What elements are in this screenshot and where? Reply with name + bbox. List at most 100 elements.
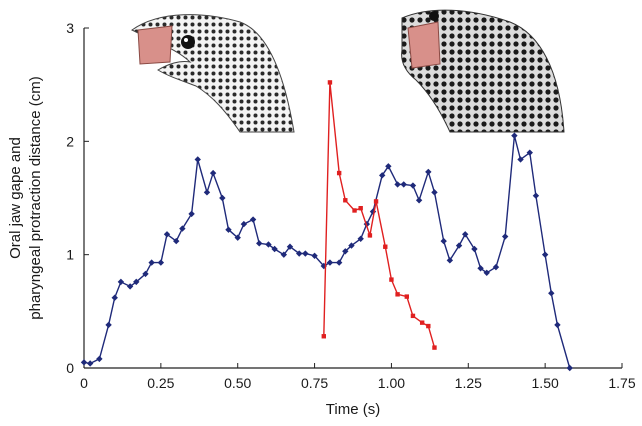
data-point xyxy=(280,251,288,258)
series-layer xyxy=(80,80,573,372)
series-line xyxy=(83,135,571,369)
data-point xyxy=(286,243,294,250)
data-point xyxy=(265,241,272,248)
data-point xyxy=(385,163,392,170)
data-point xyxy=(348,242,355,249)
data-point xyxy=(209,169,217,177)
data-point xyxy=(426,323,431,329)
data-point xyxy=(311,252,318,259)
data-point xyxy=(188,210,195,218)
data-point xyxy=(96,355,103,363)
x-tick-label: 0.50 xyxy=(224,375,251,391)
data-point xyxy=(455,242,463,249)
data-point xyxy=(373,199,379,204)
y-tick-label: 2 xyxy=(66,133,74,149)
data-point xyxy=(425,168,432,176)
y-axis-title-line-1: Oral jaw gape and xyxy=(7,137,24,259)
axes xyxy=(83,28,622,369)
data-point xyxy=(541,251,549,258)
y-tick-label: 3 xyxy=(66,20,74,36)
series-line xyxy=(323,82,436,348)
data-point xyxy=(492,263,500,271)
data-point xyxy=(511,132,518,139)
data-point xyxy=(471,245,478,253)
data-point xyxy=(194,156,201,163)
data-point xyxy=(404,294,409,299)
data-point xyxy=(256,240,263,247)
series-0 xyxy=(80,132,573,372)
data-point xyxy=(203,189,211,196)
x-tick-label: 1.50 xyxy=(532,375,559,391)
data-point xyxy=(446,257,454,264)
data-point xyxy=(271,245,278,253)
data-point xyxy=(409,182,417,189)
data-point xyxy=(326,259,334,266)
data-point xyxy=(395,292,400,297)
data-point xyxy=(501,233,509,240)
y-tick-label: 1 xyxy=(66,247,74,263)
data-point xyxy=(432,345,437,350)
data-point xyxy=(440,237,447,245)
y-tick-label: 0 xyxy=(66,360,74,376)
data-point xyxy=(548,290,555,297)
data-point xyxy=(157,259,165,266)
data-point xyxy=(105,321,112,329)
data-point xyxy=(566,364,573,372)
data-point xyxy=(462,231,469,238)
data-point xyxy=(179,225,186,232)
data-point xyxy=(357,235,364,242)
y-axis-title-line-2: pharyngeal protraction distance (cm) xyxy=(27,76,44,319)
data-point xyxy=(173,237,180,245)
data-point xyxy=(554,321,561,329)
data-point xyxy=(410,313,416,319)
data-point xyxy=(419,320,425,325)
data-point xyxy=(431,189,438,196)
data-point xyxy=(336,170,342,176)
data-point xyxy=(526,149,533,156)
data-point xyxy=(394,181,401,188)
data-point xyxy=(477,265,484,272)
data-point xyxy=(483,269,490,276)
data-point xyxy=(342,248,349,255)
ticks: 0 0.25 0.50 0.75 1.00 1.25 1.50 1.75 0 1 2 3 xyxy=(66,20,636,391)
data-point xyxy=(249,216,257,223)
data-point xyxy=(111,294,118,301)
x-axis-title: Time (s) xyxy=(326,401,380,418)
data-point xyxy=(400,181,407,188)
x-tick-label: 1.75 xyxy=(608,375,635,391)
data-point xyxy=(415,197,423,204)
data-point xyxy=(352,208,357,213)
data-point xyxy=(296,250,303,257)
data-point xyxy=(532,192,540,199)
data-point xyxy=(389,277,394,282)
data-point xyxy=(142,270,149,278)
x-tick-label: 0.25 xyxy=(147,375,174,391)
x-tick-label: 0.75 xyxy=(301,375,328,391)
x-tick-label: 1.00 xyxy=(378,375,405,391)
data-point xyxy=(383,244,388,249)
data-point xyxy=(163,231,171,238)
data-point xyxy=(240,220,248,228)
data-point xyxy=(327,80,333,85)
data-point xyxy=(86,360,94,367)
moray-eel-right-image xyxy=(401,9,565,133)
data-point xyxy=(234,234,241,241)
x-tick-label: 1.25 xyxy=(455,375,482,391)
data-point xyxy=(225,226,232,233)
series-1 xyxy=(321,80,437,350)
data-point xyxy=(367,233,373,238)
data-point xyxy=(117,278,125,286)
data-point xyxy=(358,206,363,211)
data-point xyxy=(517,156,524,163)
data-point xyxy=(126,283,134,290)
data-point xyxy=(148,259,155,266)
data-point xyxy=(379,172,386,179)
x-tick-label: 0 xyxy=(80,375,88,391)
moray-eel-left-image xyxy=(131,14,295,133)
data-point xyxy=(80,359,88,366)
data-point xyxy=(321,334,326,339)
data-point xyxy=(335,259,343,266)
data-point xyxy=(343,198,348,203)
data-point xyxy=(219,194,226,202)
